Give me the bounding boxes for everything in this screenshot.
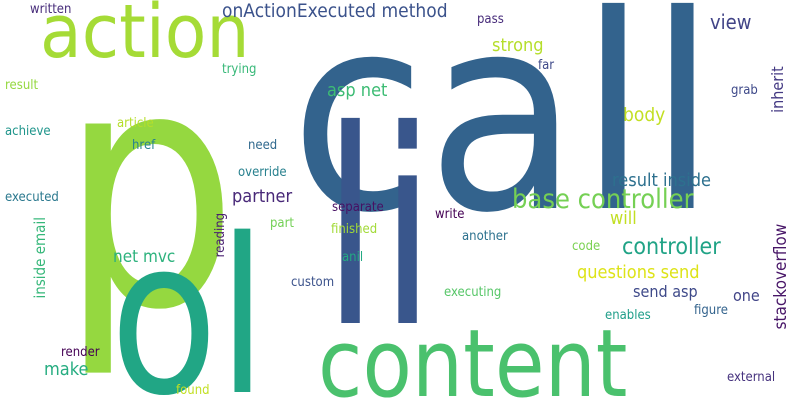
word-external: external bbox=[727, 370, 776, 385]
word-reading: reading bbox=[213, 212, 228, 258]
word-enables: enables bbox=[605, 308, 651, 323]
word-inherit: inherit bbox=[768, 66, 787, 113]
word-result: result bbox=[5, 78, 39, 93]
word-stackoverflow: stackoverflow bbox=[771, 223, 791, 330]
word-write: write bbox=[435, 207, 465, 222]
word-another: another bbox=[462, 229, 508, 244]
word-grab: grab bbox=[731, 83, 758, 98]
word-result-inside: result inside bbox=[612, 170, 711, 191]
word-render: render bbox=[61, 345, 100, 360]
word-body: body bbox=[623, 104, 666, 126]
word-li: li bbox=[322, 72, 437, 387]
word-executed: executed bbox=[5, 190, 59, 205]
word-need: need bbox=[248, 138, 278, 153]
word-far: far bbox=[538, 58, 555, 73]
word-trying: trying bbox=[222, 62, 257, 77]
word-ol: ol bbox=[110, 192, 267, 400]
word-onactionexecuted-method: onActionExecuted method bbox=[222, 0, 448, 22]
word-code: code bbox=[572, 239, 601, 254]
word-href: href bbox=[132, 138, 156, 153]
word-partner: partner bbox=[232, 186, 293, 207]
word-one: one bbox=[733, 286, 760, 305]
word-executing: executing bbox=[444, 285, 502, 300]
word-send-asp: send asp bbox=[633, 282, 698, 301]
word-controller: controller bbox=[622, 234, 721, 260]
word-anil: anil bbox=[342, 250, 364, 265]
word-article: article bbox=[117, 116, 154, 131]
word-separate: separate bbox=[332, 200, 384, 215]
word-part: part bbox=[270, 216, 295, 231]
word-figure: figure bbox=[694, 303, 728, 318]
word-p: p bbox=[60, 0, 239, 382]
word-found: found bbox=[176, 383, 210, 398]
word-action: action bbox=[40, 0, 250, 75]
word-override: override bbox=[238, 165, 287, 180]
word-achieve: achieve bbox=[5, 124, 51, 139]
word-make: make bbox=[44, 359, 89, 380]
word-written: written bbox=[30, 2, 72, 17]
word-inside-email: inside email bbox=[31, 217, 49, 299]
word-questions-send: questions send bbox=[577, 262, 700, 283]
word-content: content bbox=[318, 310, 628, 400]
word-base-controller: base controller bbox=[512, 184, 694, 215]
word-will: will bbox=[610, 208, 637, 229]
word-net-mvc: net mvc bbox=[113, 247, 176, 267]
word-strong: strong bbox=[492, 35, 544, 56]
word-pass: pass bbox=[477, 12, 504, 27]
word-custom: custom bbox=[291, 275, 335, 290]
word-view: view bbox=[710, 10, 752, 34]
word-asp-net: asp net bbox=[327, 80, 388, 101]
word-finished: finished bbox=[331, 222, 378, 237]
word-call: call bbox=[290, 0, 717, 272]
